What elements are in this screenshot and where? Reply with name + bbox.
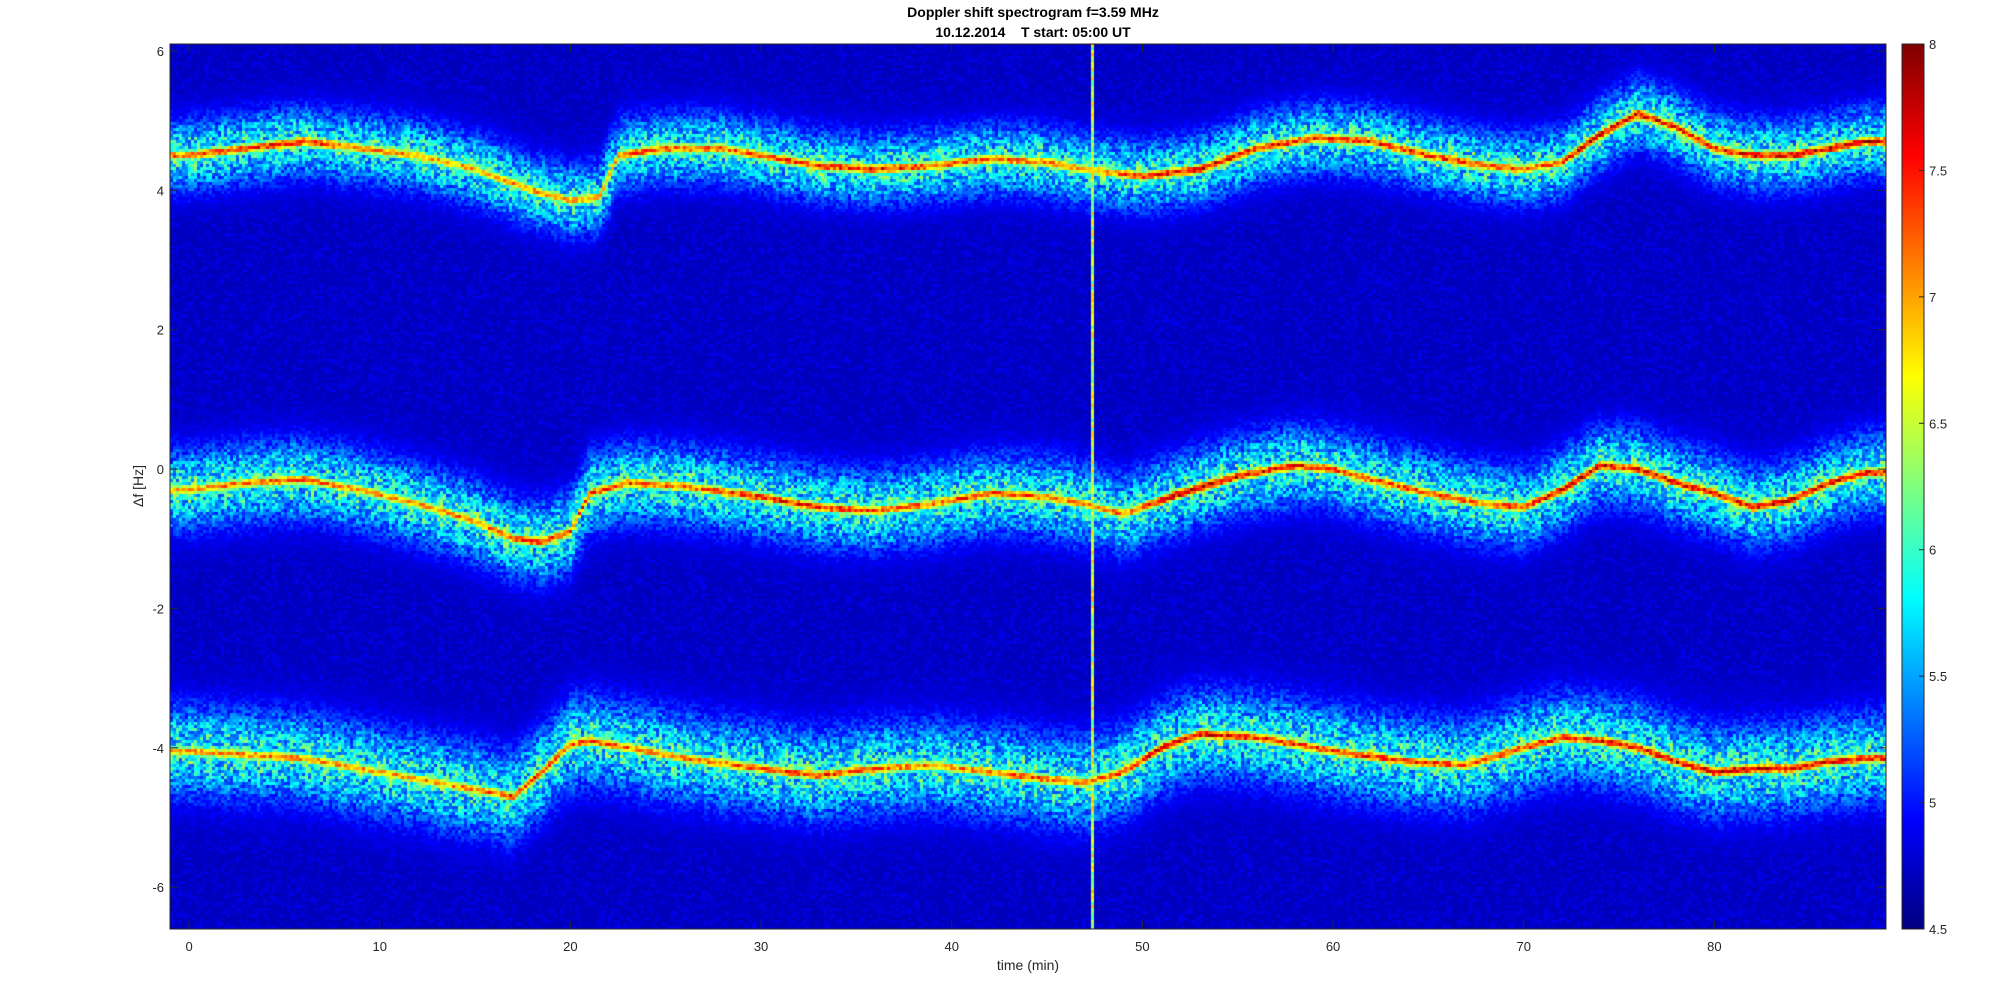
colorbar-tick-label: 7.5: [1929, 163, 1947, 178]
y-tick-label: 2: [157, 323, 164, 338]
y-axis-label: Δf [Hz]: [130, 465, 146, 507]
x-tick-label: 70: [1516, 939, 1530, 954]
plot-area: [169, 43, 1887, 930]
x-tick-label: 60: [1326, 939, 1340, 954]
y-tick-label: -4: [152, 741, 164, 756]
x-tick-label: 50: [1135, 939, 1149, 954]
chart-title: Doppler shift spectrogram f=3.59 MHz: [907, 4, 1159, 20]
y-tick-label: 4: [157, 183, 164, 198]
colorbar-tick-label: 5: [1929, 796, 1936, 811]
spectrogram-heatmap: [170, 44, 1886, 929]
x-tick-label: 40: [944, 939, 958, 954]
colorbar-tick-label: 4.5: [1929, 922, 1947, 937]
x-tick-label: 30: [754, 939, 768, 954]
colorbar-tick-label: 6.5: [1929, 416, 1947, 431]
colorbar: 8 7.5 7 6.5 6 5.5 5 4.5: [1901, 37, 1947, 937]
y-tick-label: 0: [157, 462, 164, 477]
colorbar-frame: [1901, 43, 1925, 930]
chart-subtitle: 10.12.2014 T start: 05:00 UT: [935, 24, 1131, 40]
plot-frame: [169, 43, 1887, 930]
x-tick-label: 0: [185, 939, 192, 954]
colorbar-gradient: [1902, 44, 1924, 929]
colorbar-tick-label: 7: [1929, 290, 1936, 305]
x-tick-label: 80: [1707, 939, 1721, 954]
y-axis: 6 4 2 0 -2 -4 -6: [152, 44, 1886, 895]
x-tick-label: 20: [563, 939, 577, 954]
colorbar-tick-label: 5.5: [1929, 669, 1947, 684]
x-axis-label: time (min): [997, 957, 1059, 973]
y-tick-label: 6: [157, 44, 164, 59]
x-tick-label: 10: [372, 939, 386, 954]
x-axis: 0 10 20 30 40 50 60 70 80: [185, 44, 1722, 954]
colorbar-tick-label: 6: [1929, 543, 1936, 558]
colorbar-tick-label: 8: [1929, 37, 1936, 52]
y-tick-label: -2: [152, 601, 164, 616]
colorbar-ticks: 8 7.5 7 6.5 6 5.5 5 4.5: [1919, 37, 1947, 937]
y-tick-label: -6: [152, 880, 164, 895]
